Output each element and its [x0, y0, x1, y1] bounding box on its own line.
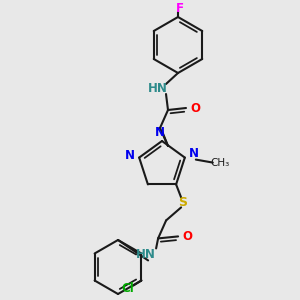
Text: O: O — [190, 101, 200, 115]
Text: HN: HN — [148, 82, 168, 94]
Text: O: O — [182, 230, 192, 243]
Text: N: N — [155, 125, 165, 139]
Text: N: N — [125, 149, 135, 162]
Text: CH₃: CH₃ — [210, 158, 230, 168]
Text: F: F — [176, 2, 184, 16]
Text: Cl: Cl — [121, 282, 134, 295]
Text: N: N — [189, 147, 199, 160]
Text: HN: HN — [136, 248, 156, 261]
Text: S: S — [178, 196, 188, 209]
